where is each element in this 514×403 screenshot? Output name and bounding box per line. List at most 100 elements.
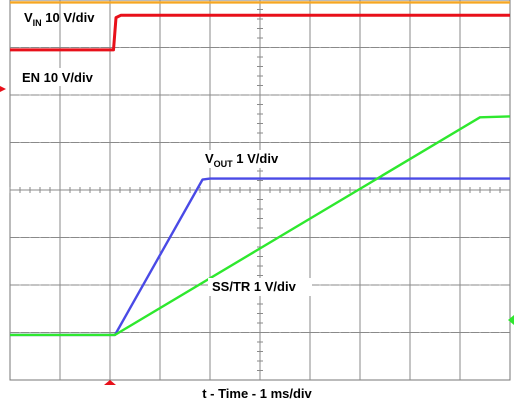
grid-dot <box>179 47 181 48</box>
grid-dot <box>439 47 441 48</box>
grid-dot <box>399 142 401 143</box>
grid-dot <box>249 142 251 143</box>
grid-dot <box>479 47 481 48</box>
grid-dot <box>69 94 71 96</box>
grid-dot <box>169 332 171 333</box>
grid-dot <box>369 94 371 96</box>
grid-dot <box>229 237 231 238</box>
grid-dot <box>479 284 481 286</box>
grid-dot <box>369 237 371 238</box>
grid-dot <box>229 142 231 143</box>
grid-dot <box>239 237 241 238</box>
x-axis-label: t - Time - 1 ms/div <box>202 386 312 401</box>
grid-dot <box>179 142 181 143</box>
grid-dot <box>239 332 241 333</box>
grid-dot <box>289 142 291 143</box>
grid-dot <box>279 332 281 333</box>
grid-dot <box>379 237 381 238</box>
grid-dot <box>29 47 31 48</box>
grid-dot <box>389 237 391 238</box>
grid-dot <box>429 47 431 48</box>
grid-dot <box>129 332 131 333</box>
grid-dot <box>489 284 491 286</box>
grid-dot <box>149 47 151 48</box>
grid-dot <box>119 284 121 286</box>
grid-dot <box>299 237 301 238</box>
grid-dot <box>379 47 381 48</box>
grid-dot <box>319 237 321 238</box>
grid-dot <box>439 284 441 286</box>
grid-dot <box>499 332 501 333</box>
grid-dot <box>489 142 491 143</box>
grid-dot <box>399 94 401 96</box>
grid-dot <box>179 284 181 286</box>
grid-dot <box>179 237 181 238</box>
grid-dot <box>39 142 41 143</box>
grid-dot <box>129 142 131 143</box>
grid-dot <box>319 94 321 96</box>
grid-dot <box>19 332 21 333</box>
grid-dot <box>169 284 171 286</box>
grid-dot <box>279 47 281 48</box>
grid-dot <box>449 237 451 238</box>
grid-dot <box>269 47 271 48</box>
grid-dot <box>129 94 131 96</box>
grid-dot <box>79 237 81 238</box>
grid-dot <box>389 142 391 143</box>
grid-dot <box>29 237 31 238</box>
grid-dot <box>289 237 291 238</box>
grid-dot <box>389 284 391 286</box>
grid-dot <box>89 47 91 48</box>
grid-dot <box>439 237 441 238</box>
grid-dot <box>269 142 271 143</box>
grid-dot <box>29 284 31 286</box>
grid-dot <box>99 237 101 238</box>
grid-dot <box>169 142 171 143</box>
grid-dot <box>69 332 71 333</box>
grid-dot <box>279 94 281 96</box>
grid-dot <box>329 332 331 333</box>
grid-dot <box>329 94 331 96</box>
grid-dot <box>489 332 491 333</box>
label-vout-bg <box>200 150 300 168</box>
grid-dot <box>439 332 441 333</box>
grid-dot <box>149 332 151 333</box>
grid-dot <box>19 284 21 286</box>
grid-dot <box>339 332 341 333</box>
grid-dot <box>269 332 271 333</box>
grid-dot <box>179 332 181 333</box>
grid-dot <box>419 94 421 96</box>
grid-dot <box>79 94 81 96</box>
grid-dot <box>89 94 91 96</box>
grid-dot <box>349 47 351 48</box>
grid-dot <box>299 47 301 48</box>
label-vin: VIN 10 V/div <box>24 10 95 28</box>
grid-dot <box>49 142 51 143</box>
grid-dot <box>149 237 151 238</box>
grid-dot <box>229 332 231 333</box>
grid-dot <box>249 237 251 238</box>
grid-dot <box>139 94 141 96</box>
grid-dot <box>289 94 291 96</box>
grid-dot <box>479 94 481 96</box>
grid-dot <box>99 47 101 48</box>
grid-dot <box>499 142 501 143</box>
grid-dot <box>199 332 201 333</box>
grid-dot <box>219 142 221 143</box>
grid-dot <box>479 237 481 238</box>
grid-dot <box>479 332 481 333</box>
grid-dot <box>119 142 121 143</box>
label-en-bg <box>18 68 104 86</box>
grid-dot <box>39 284 41 286</box>
grid-dot <box>79 332 81 333</box>
label-en: EN 10 V/div <box>22 70 94 85</box>
grid-dot <box>349 94 351 96</box>
grid-dot <box>419 47 421 48</box>
grid-dot <box>399 332 401 333</box>
grid-dot <box>89 142 91 143</box>
traces <box>10 1 511 337</box>
grid-dot <box>149 142 151 143</box>
grid-dot <box>119 94 121 96</box>
grid-dot <box>19 237 21 238</box>
grid-dot <box>39 94 41 96</box>
